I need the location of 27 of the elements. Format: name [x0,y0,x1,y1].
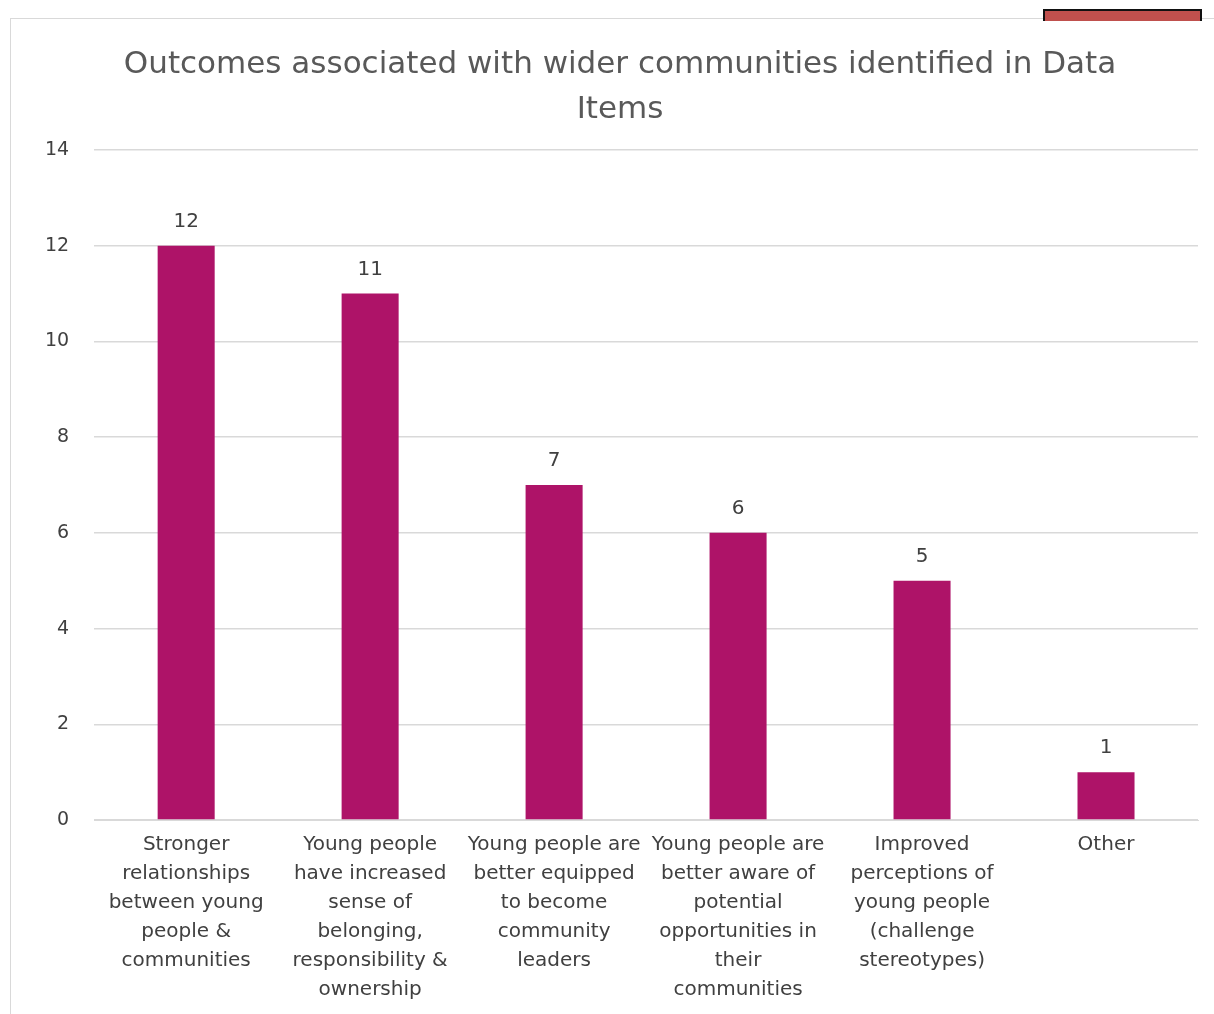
bar [341,293,399,820]
data-label: 5 [915,542,929,567]
chart-title: Outcomes associated with wider communities identified in Data Items [122,43,1118,127]
data-label: 1 [1099,734,1113,759]
bar [157,245,215,820]
x-tick-label: Improved perceptions of young people (challenge stereotypes) [850,830,995,971]
x-tick-label: Young people are better equipped to become community leaders [466,830,641,971]
bar [525,485,583,820]
data-label: 7 [547,447,561,472]
bar [893,580,951,820]
y-tick-label: 8 [57,424,70,447]
y-tick-label: 2 [57,711,70,734]
x-tick-label: Stronger relationships between young people & communities [108,830,264,971]
x-tick-label: Other [1077,830,1136,855]
bar [709,532,767,820]
y-tick-label: 4 [57,615,70,638]
data-label: 11 [357,255,383,280]
x-tick-label: Young people are better aware of potential opportunities in their communities [650,830,825,1000]
data-label: 12 [173,207,199,232]
bar [1077,772,1135,820]
data-label: 6 [731,495,745,520]
y-tick-label: 0 [57,806,70,829]
y-tick-label: 14 [44,136,70,159]
y-tick-label: 10 [44,328,70,351]
y-tick-label: 6 [57,519,70,542]
x-tick-label: Young people have increased sense of belonging, responsibility & ownership [292,830,448,1000]
y-tick-label: 12 [44,232,70,255]
